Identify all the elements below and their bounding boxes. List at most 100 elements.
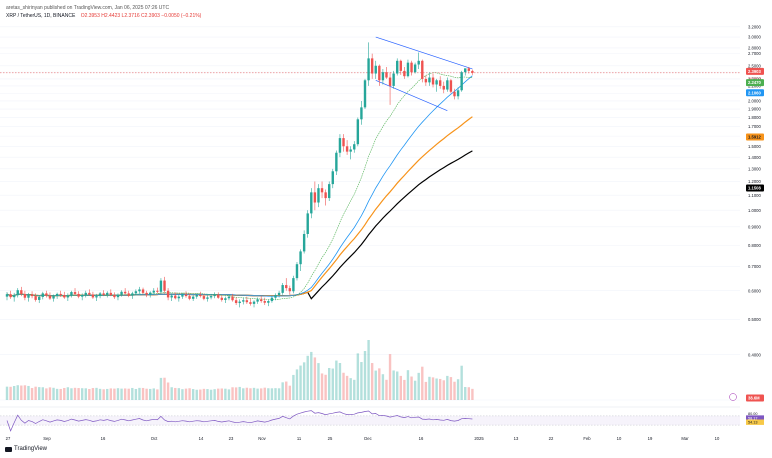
volume-bar: [431, 377, 435, 400]
volume-bar: [342, 372, 345, 400]
time-tick-label: 22: [549, 436, 554, 441]
candle-body: [410, 62, 413, 73]
ohlc-readout: O2.3953 H2.4423 L2.3716 C2.3903 −0.0050 …: [80, 13, 202, 19]
volume-bar: [217, 388, 220, 400]
published-line: aretas_shirinyan published on TradingVie…: [6, 5, 170, 11]
volume-bar: [399, 375, 402, 400]
candle-body: [80, 294, 84, 297]
candle-body: [38, 296, 41, 300]
candle-body: [95, 296, 98, 298]
lower-trendline: [375, 79, 448, 112]
candle-body: [188, 296, 191, 299]
candle-body: [413, 64, 417, 73]
time-axis[interactable]: 27 Sep 16 Oct 14 23 Nov 11 25 Dec 16 2025 13 22 Feb 10 1…: [6, 436, 720, 441]
candle-body: [442, 85, 445, 90]
candle-body: [277, 292, 281, 295]
candle-body: [134, 291, 138, 294]
volume-bar: [9, 386, 12, 400]
grid: [0, 26, 740, 401]
rsi-badge-bg: [746, 415, 764, 421]
time-tick-label: Mar: [681, 436, 689, 441]
candle-body: [446, 80, 449, 90]
candle-body: [48, 295, 52, 299]
volume-bar: [374, 370, 377, 400]
price-tick-label: 1.5000: [748, 144, 761, 149]
candle-body: [245, 300, 249, 303]
time-tick-label: 10: [617, 436, 622, 441]
candle-body: [428, 77, 431, 83]
sma20-badge-bg: [746, 79, 764, 87]
candle-body: [438, 80, 442, 86]
volume-bar: [363, 351, 367, 400]
volume-bar: [453, 381, 456, 400]
rsi-line: [6, 410, 473, 432]
volume-bar: [20, 385, 23, 400]
volume-bar: [345, 375, 349, 400]
volume-bar: [120, 388, 123, 400]
candle-body: [217, 294, 220, 298]
volume-bar: [259, 388, 263, 400]
volume-bar: [163, 377, 166, 400]
tradingview-logo-icon: [5, 446, 12, 452]
price-tick-label: 1.3000: [748, 166, 761, 171]
volume-bar: [116, 388, 120, 400]
rsi-badge: 58.17: [748, 417, 758, 421]
candle-body: [324, 192, 327, 199]
volume-bar: [109, 388, 113, 400]
candle-body: [381, 72, 385, 81]
volume-bar: [292, 374, 295, 400]
price-axis[interactable]: 3.20003.00002.80002.70002.50002.40002.30…: [729, 24, 765, 402]
volume-bar: [295, 369, 299, 400]
time-tick-label: Nov: [258, 436, 266, 441]
price-tick-label: 2.3000: [748, 77, 761, 82]
last-price-badge: 2.3903: [748, 69, 761, 74]
candle-body: [170, 295, 173, 298]
candle-body: [227, 296, 231, 299]
candle-body: [363, 80, 367, 108]
candle-body: [267, 301, 270, 303]
volume-bar: [102, 389, 105, 400]
volume-bar: [349, 378, 352, 400]
price-tick-label: 2.7000: [748, 51, 761, 56]
volume-bar: [41, 387, 44, 400]
candle-body: [310, 192, 313, 214]
candle-body: [471, 70, 474, 73]
volume-bar: [356, 353, 360, 400]
volume-bar: [435, 378, 438, 400]
price-tick-label: 1.2000: [748, 179, 761, 184]
candle-body: [453, 91, 456, 97]
rsi-band: [0, 415, 740, 426]
volume-bar: [224, 388, 227, 400]
time-tick-label: Oct: [151, 436, 158, 441]
candle-body: [195, 294, 198, 297]
tradingview-logo: TradingView: [5, 446, 47, 452]
volume-bar: [181, 389, 184, 400]
price-tick-label: 1.9000: [748, 107, 761, 112]
candle-body: [288, 288, 292, 292]
volume-bar: [449, 377, 453, 400]
volume-bar: [27, 385, 30, 400]
volume-bar: [184, 388, 188, 400]
candle-body: [123, 291, 127, 294]
candle-body: [12, 295, 16, 298]
candle-body: [16, 290, 19, 296]
volume-bar: [471, 388, 474, 400]
candle-body: [302, 233, 306, 252]
candle-body: [177, 296, 181, 299]
candle-body: [202, 296, 206, 299]
volume-bar: [252, 387, 256, 400]
time-tick-label: Dec: [364, 436, 371, 441]
upper-trendline: [375, 36, 473, 70]
volume-bar: [34, 386, 37, 400]
candle-body: [234, 300, 238, 304]
candle-body: [467, 68, 471, 71]
candle-body: [292, 278, 295, 292]
volume-bar: [456, 379, 460, 400]
price-tick-label: 2.0000: [748, 99, 761, 104]
volume-bar: [338, 363, 342, 400]
candle-body: [399, 60, 402, 71]
time-tick-label: 14: [199, 436, 204, 441]
candle-body: [131, 293, 134, 296]
symbol-label[interactable]: XRP / TetherUS, 1D, BINANCE: [6, 13, 76, 19]
